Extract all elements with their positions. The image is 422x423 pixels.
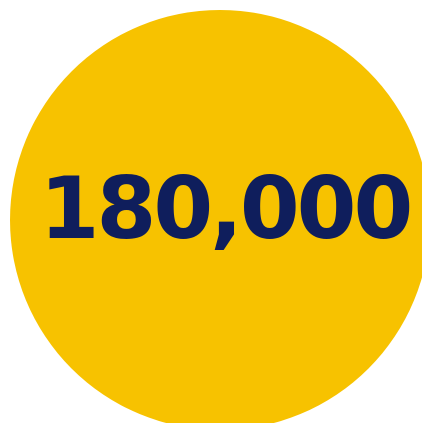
yellow-circle <box>10 10 422 423</box>
stat-value: 180,000 <box>39 159 414 259</box>
